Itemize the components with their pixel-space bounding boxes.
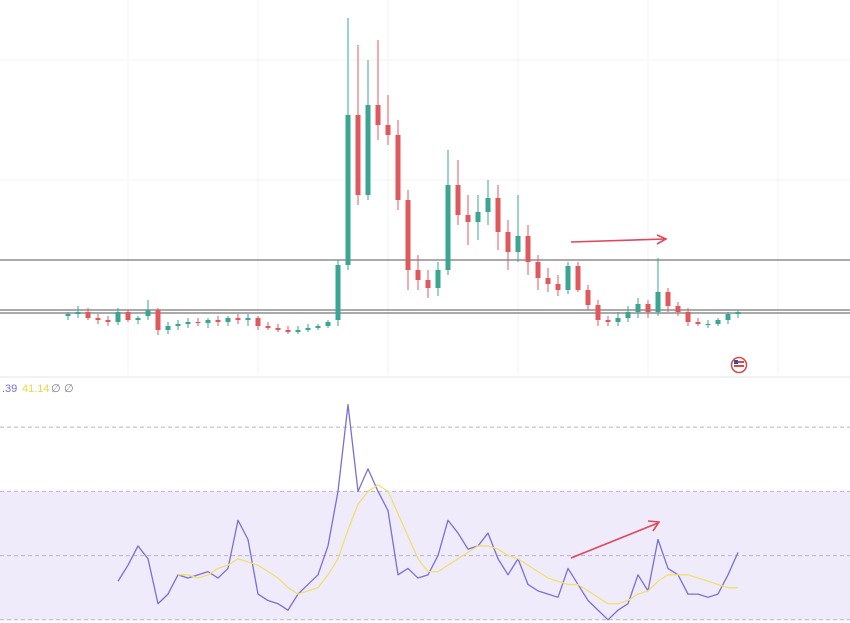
arrow-head — [656, 234, 668, 245]
candle-body — [165, 326, 171, 330]
candle-body — [315, 326, 321, 328]
candle-body — [275, 328, 281, 330]
candle-body — [155, 310, 161, 330]
candle-body — [585, 290, 591, 305]
candle-body — [265, 326, 271, 328]
trend-arrow — [570, 238, 666, 243]
candle-body — [655, 292, 661, 312]
candle-body — [225, 318, 231, 322]
candle-body — [255, 318, 261, 326]
candle-body — [235, 318, 241, 320]
candle-body — [345, 115, 351, 265]
candle-body — [355, 115, 361, 195]
candle-body — [405, 200, 411, 270]
candle-body — [245, 318, 251, 320]
candle-body — [145, 310, 151, 316]
arrow-head — [647, 520, 661, 532]
candle-body — [485, 198, 491, 212]
candle-body — [65, 314, 71, 316]
candle-body — [565, 266, 571, 290]
candle-body — [465, 215, 471, 222]
candle-body — [435, 270, 441, 288]
candle-body — [615, 318, 621, 322]
candle-body — [695, 322, 701, 324]
candle-body — [365, 105, 371, 195]
candle-body — [455, 185, 461, 215]
candle-body — [135, 318, 141, 320]
candle-body — [445, 185, 451, 270]
candle-body — [125, 312, 131, 320]
candle-body — [335, 265, 341, 320]
indicator-value: 41.14 — [22, 383, 50, 395]
candle-body — [385, 125, 391, 135]
indicator-line — [178, 484, 738, 605]
candle-body — [535, 262, 541, 278]
candle-body — [515, 236, 521, 252]
candle-body — [185, 322, 191, 324]
candle-body — [725, 314, 731, 320]
candle-body — [85, 312, 91, 318]
indicator-value: .39 — [2, 383, 17, 395]
candle-body — [705, 324, 711, 325]
candle-body — [505, 232, 511, 252]
candle-body — [75, 312, 81, 314]
annotations — [570, 234, 668, 559]
candle-body — [635, 304, 641, 312]
candle-body — [715, 320, 721, 324]
candle-body — [735, 312, 741, 314]
candle-body — [305, 328, 311, 330]
candle-body — [205, 320, 211, 323]
candle-body — [425, 280, 431, 288]
icon-stripe — [734, 365, 744, 367]
candle-body — [625, 312, 631, 318]
candle-body — [395, 135, 401, 200]
candle-body — [105, 320, 111, 322]
trend-arrow — [570, 522, 659, 559]
candle-body — [415, 270, 421, 280]
candle-body — [685, 312, 691, 322]
candle-body — [475, 212, 481, 222]
candle-body — [285, 330, 291, 332]
candle-body — [525, 236, 531, 262]
price-panel — [0, 18, 850, 335]
indicator-value: ∅ — [64, 383, 74, 395]
candle-body — [175, 324, 181, 326]
candle-body — [495, 198, 501, 232]
candle-body — [555, 284, 561, 290]
candle-body — [325, 322, 331, 326]
icon-canton — [734, 360, 738, 364]
candle-body — [375, 105, 381, 125]
icon-stripe — [734, 361, 744, 363]
indicator-value: ∅ — [51, 383, 61, 395]
candle-body — [195, 322, 201, 323]
candle-body — [605, 320, 611, 322]
candle-body — [645, 304, 651, 312]
candle-body — [675, 306, 681, 312]
layout-grid — [0, 0, 850, 375]
candle-body — [595, 305, 601, 320]
flag-icon — [730, 356, 748, 374]
indicator-line — [117, 403, 739, 621]
candle-body — [545, 278, 551, 284]
candle-body — [215, 320, 221, 322]
candle-body — [665, 292, 671, 306]
candle-body — [115, 312, 121, 322]
candle-body — [95, 318, 101, 320]
candle-body — [575, 266, 581, 290]
candle-body — [295, 330, 301, 332]
indicator-panel: .39 41.14 ∅ ∅ — [0, 383, 850, 621]
